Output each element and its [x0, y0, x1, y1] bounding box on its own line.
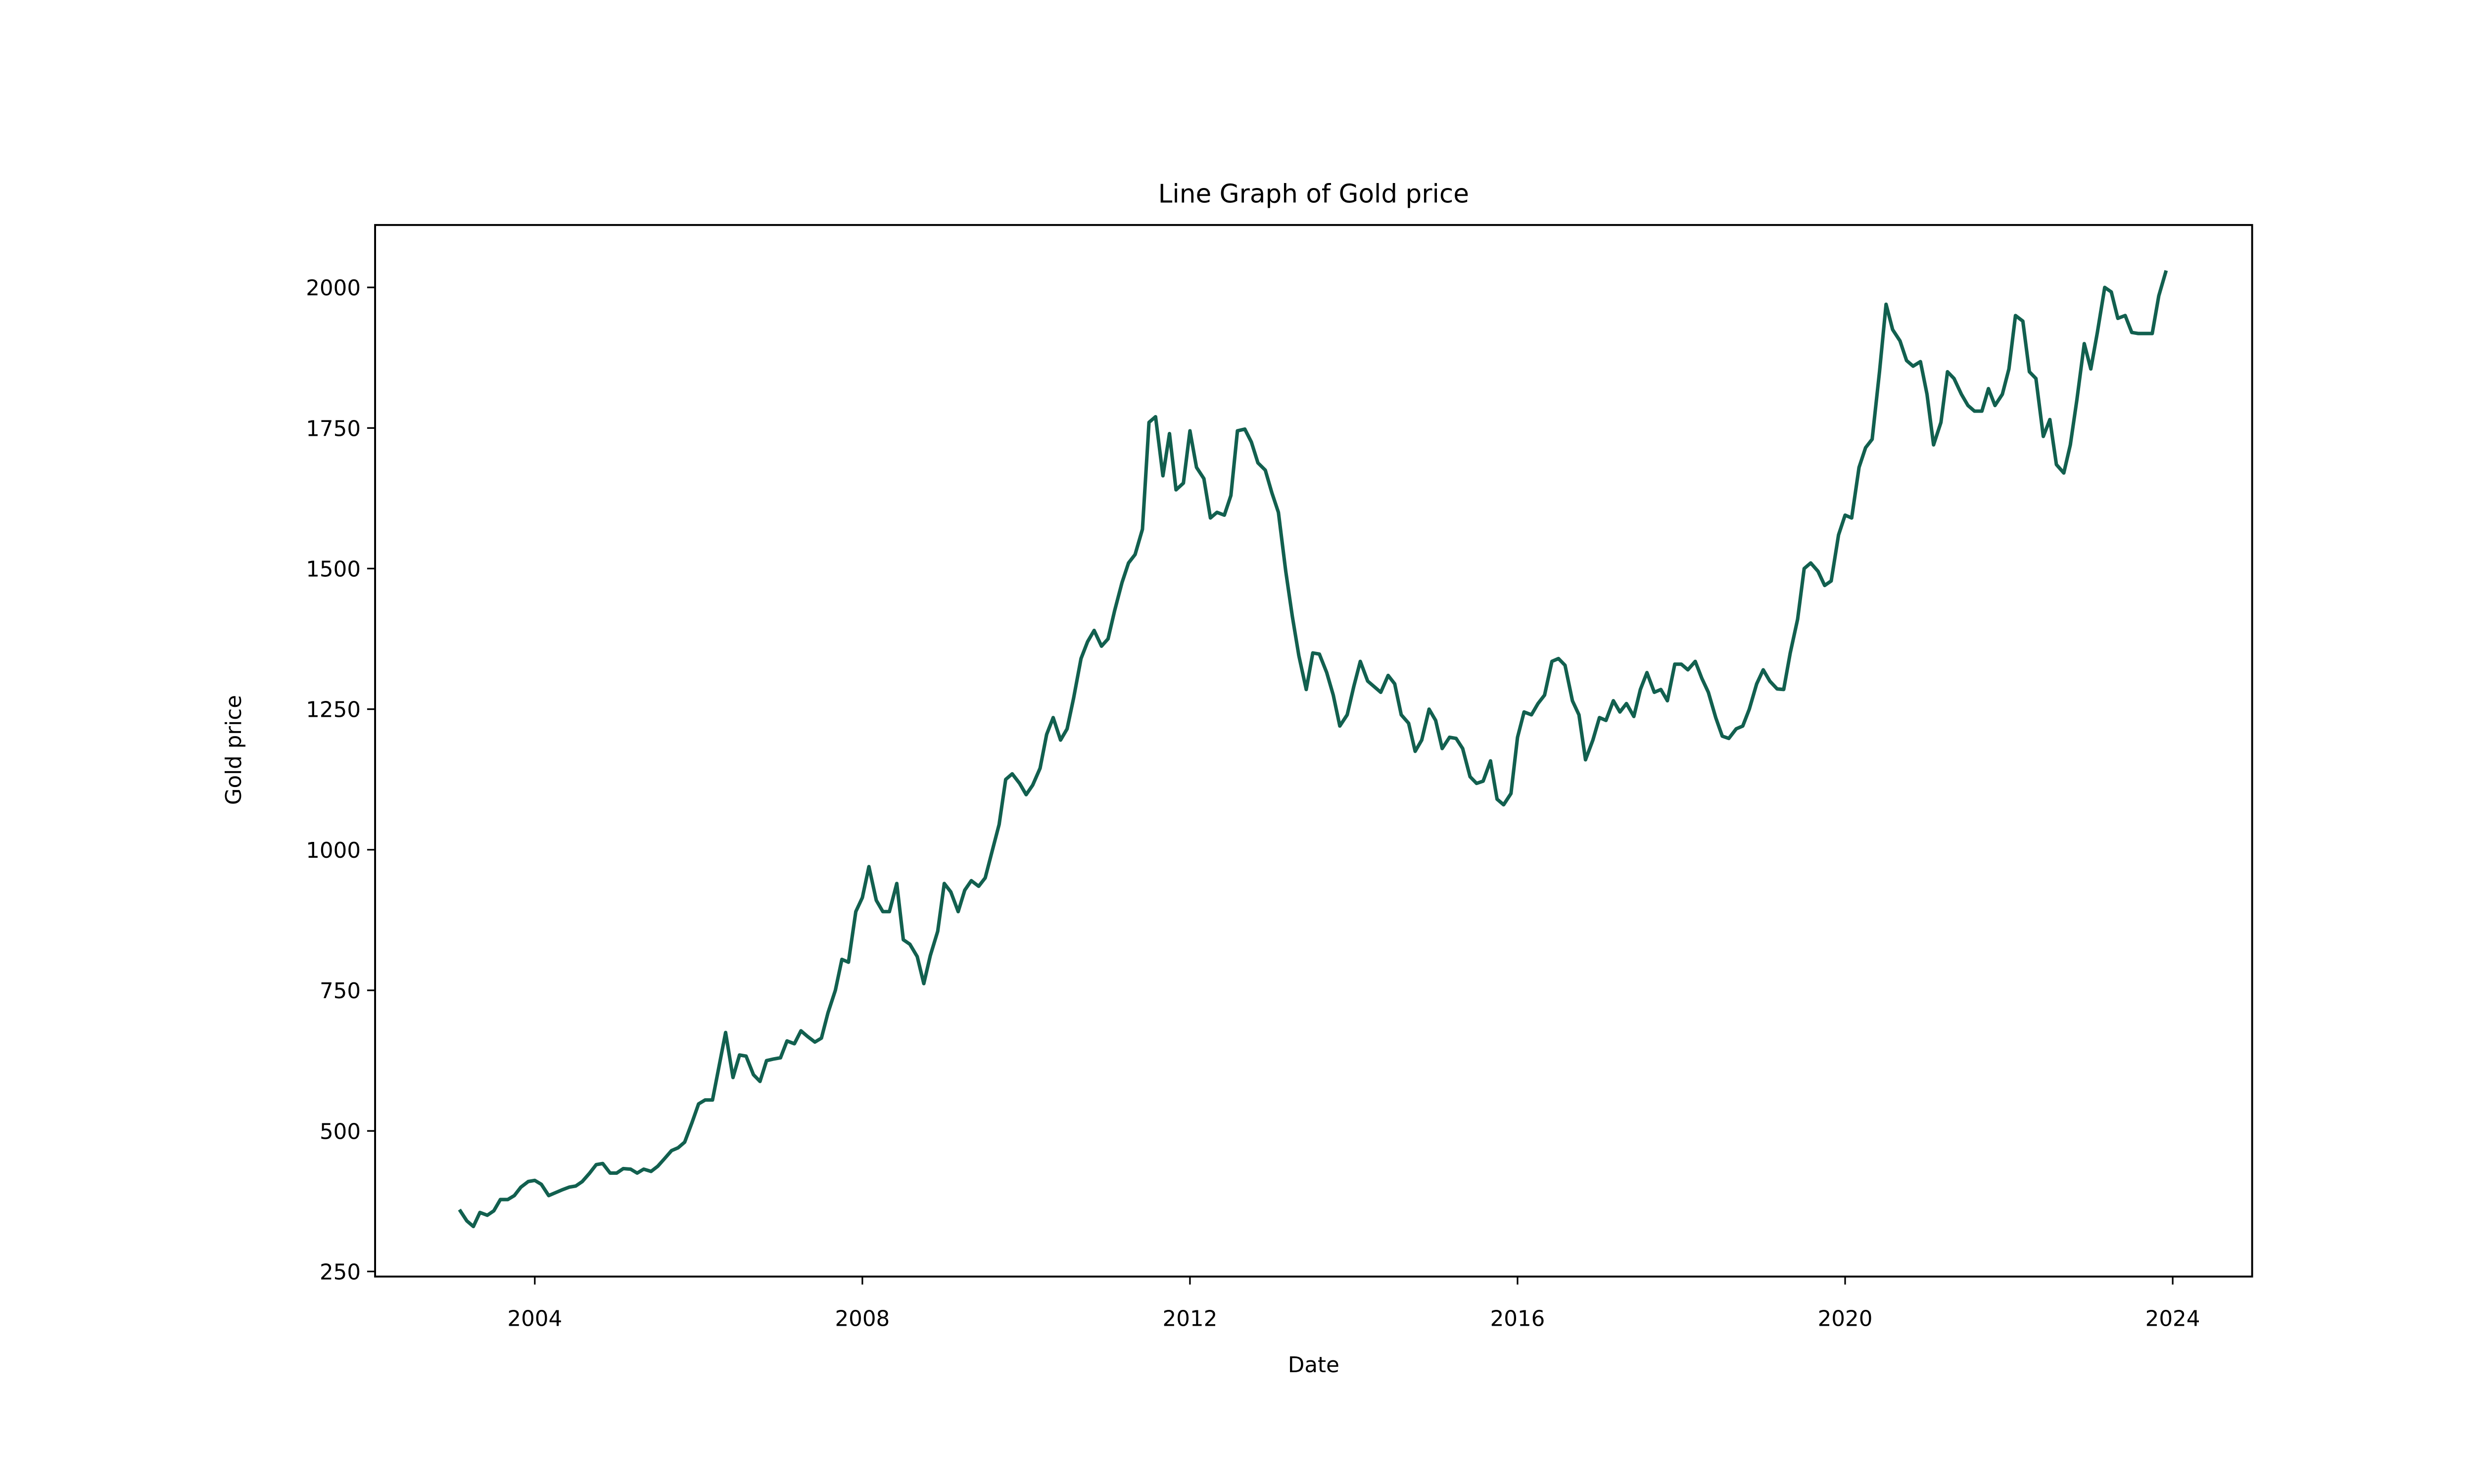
x-axis-label: Date: [1288, 1353, 1339, 1378]
chart-title: Line Graph of Gold price: [1158, 180, 1469, 209]
y-tick-label: 750: [320, 979, 361, 1004]
x-tick-label: 2020: [1818, 1307, 1873, 1332]
y-tick-label: 1500: [306, 557, 361, 582]
y-tick-label: 2000: [306, 276, 361, 301]
x-tick-label: 2024: [2145, 1307, 2200, 1332]
x-tick-label: 2012: [1163, 1307, 1218, 1332]
y-tick-label: 1250: [306, 698, 361, 723]
x-tick-label: 2008: [835, 1307, 890, 1332]
data-line: [458, 270, 2168, 1229]
y-axis-label: Gold price: [222, 695, 246, 805]
plot-frame: [374, 224, 2253, 1278]
y-tick-label: 500: [320, 1119, 361, 1144]
y-tick-label: 1000: [306, 838, 361, 863]
x-tick-label: 2016: [1490, 1307, 1545, 1332]
y-tick-label: 250: [320, 1260, 361, 1285]
x-tick-label: 2004: [507, 1307, 562, 1332]
y-tick-label: 1750: [306, 417, 361, 441]
